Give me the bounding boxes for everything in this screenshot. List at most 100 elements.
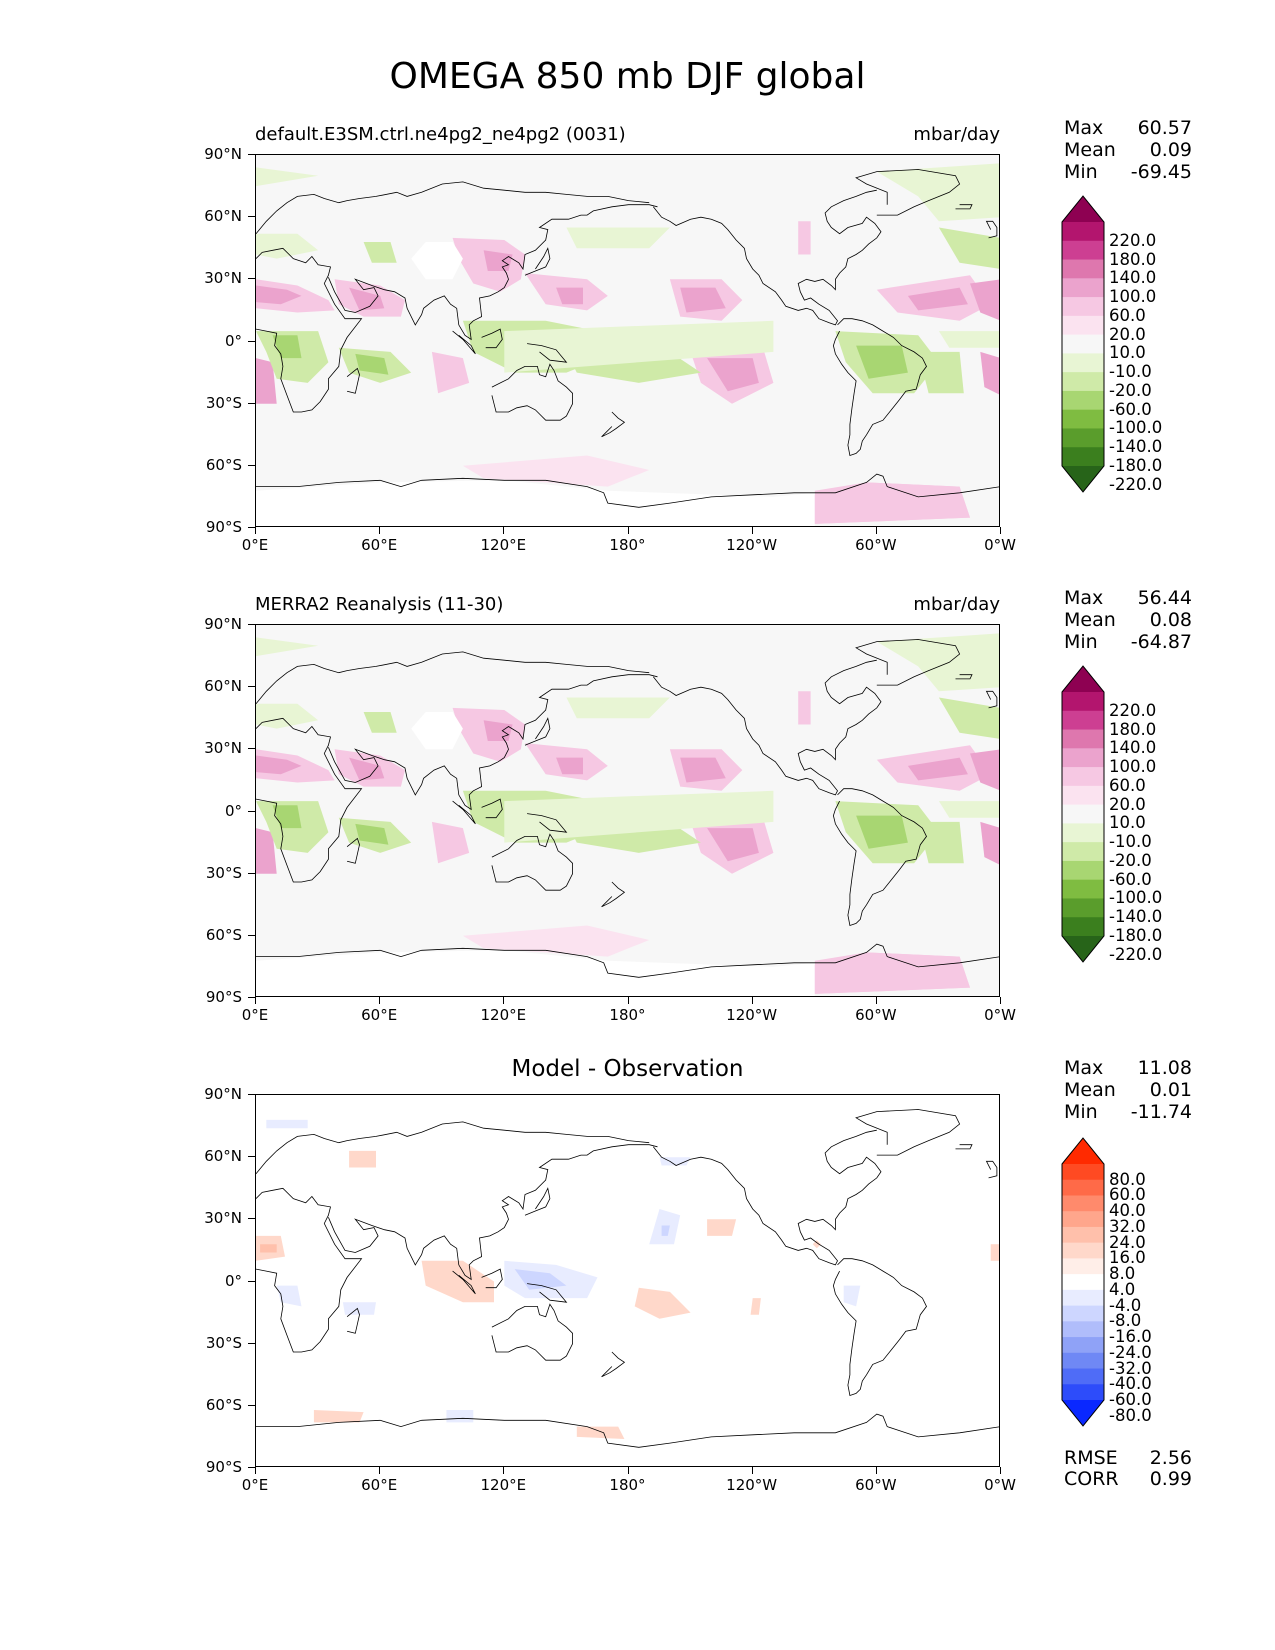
panel-title: default.E3SM.ctrl.ne4pg2_ne4pg2 (0031) (255, 124, 626, 145)
colorbar-segment (1062, 297, 1104, 317)
map-svg (256, 155, 999, 526)
coast-uk (985, 220, 998, 239)
colorbar-segment (1062, 1211, 1104, 1228)
contour-atlantic-n-core (907, 757, 968, 781)
coast-antarctica (256, 943, 999, 978)
contour-south-america-core (856, 345, 908, 379)
colorbar-outline (1061, 195, 1105, 493)
map-plot (255, 154, 1000, 527)
panel-diff: Model - Observation Max 11.08 Mean 0.01 … (0, 1056, 1275, 1574)
x-tick-label: 0°W (984, 1476, 1016, 1494)
y-tick-label: 90°S (205, 1458, 242, 1476)
x-tick-mark (503, 997, 505, 1004)
colorbar-tick-label: -180.0 (1109, 456, 1163, 475)
colorbar-segment (1062, 222, 1104, 242)
colorbar-tick-label: 10.0 (1109, 813, 1146, 833)
map-background (256, 1095, 999, 1466)
colorbar-tick-label: 4.0 (1109, 1279, 1136, 1299)
stat-mean-label: Mean (1064, 1079, 1116, 1101)
colorbar-extend-min (1062, 1400, 1104, 1426)
panel-title: Model - Observation (511, 1056, 744, 1082)
colorbar-tick-label: -100.0 (1109, 888, 1163, 908)
y-tick-label: 90°N (204, 145, 242, 163)
y-tick-mark (248, 872, 255, 874)
colorbar-tick-label: -24.0 (1109, 1342, 1152, 1362)
coast-antarctica (256, 473, 999, 508)
colorbar-tick-label: 40.0 (1109, 1201, 1146, 1221)
x-tick-label: 180° (609, 1006, 646, 1024)
x-tick-mark (627, 997, 629, 1004)
colorbar-segment (1062, 353, 1104, 373)
contour-greenland-green (876, 633, 999, 692)
x-tick-mark (379, 527, 381, 534)
colorbar-segment (1062, 917, 1104, 937)
contour-diff-antarctic-red (576, 1426, 625, 1439)
colorbar-tick-label: -140.0 (1109, 437, 1163, 457)
colorbar-segment (1062, 729, 1104, 749)
x-tick-mark (255, 527, 256, 534)
y-tick-mark (248, 1156, 255, 1158)
contour-arctic-green (256, 637, 319, 657)
y-tick-label: 60°N (204, 677, 242, 696)
y-tick-mark (248, 934, 255, 936)
stat-min-label: Min (1064, 1101, 1098, 1123)
map-svg (256, 625, 999, 996)
stat-max-value: 11.08 (1137, 1057, 1192, 1079)
colorbar-tick-label: -60.0 (1109, 869, 1152, 889)
contour-itcz-pacific (504, 790, 774, 843)
colorbar-svg (1061, 195, 1105, 493)
colorbar-tick-label: 60.0 (1109, 305, 1146, 325)
y-tick-label: 30°N (204, 739, 242, 758)
y-tick-label: 60°S (205, 925, 242, 944)
contour-africa-s-w (256, 358, 277, 404)
colorbar-segment (1062, 1195, 1104, 1212)
contour-southern-ocean (462, 455, 650, 487)
x-tick-label: 60°W (855, 1476, 897, 1494)
x-tick-mark (627, 1467, 629, 1474)
colorbar-tick-label: 60.0 (1109, 1185, 1146, 1205)
coast-borneo (481, 328, 503, 349)
colorbar-tick-label: 180.0 (1109, 719, 1157, 739)
y-tick-label: 0° (224, 801, 242, 820)
contour-diff-atlantic-red (990, 1244, 999, 1261)
y-tick-label: 0° (224, 1271, 242, 1290)
stat-min-value: -64.87 (1130, 631, 1192, 653)
contour-diff-pacific-s-red (634, 1287, 691, 1319)
contour-north-africa-core (256, 755, 302, 775)
colorbar-tick-label: -10.0 (1109, 832, 1152, 852)
y-tick-mark (248, 154, 255, 155)
map-svg (256, 1095, 999, 1466)
colorbar-segment (1062, 748, 1104, 768)
colorbar-segment (1062, 1179, 1104, 1196)
colorbar-tick-label: 180.0 (1109, 249, 1157, 269)
x-tick-mark (503, 1467, 505, 1474)
y-tick-mark (248, 1218, 255, 1220)
masked-antarctica (256, 480, 815, 526)
contour-sa-atlantic-green (918, 351, 964, 394)
panel-title: MERRA2 Reanalysis (11-30) (255, 594, 504, 615)
colorbar-tick-label: -4.0 (1109, 1295, 1142, 1315)
x-tick-mark (875, 1467, 877, 1474)
stat-max-label: Max (1064, 1057, 1104, 1079)
stat-min-value: -11.74 (1130, 1101, 1192, 1123)
coast-antarctica (256, 1413, 999, 1448)
colorbar-segment (1062, 1368, 1104, 1385)
colorbar-tick-label: 100.0 (1109, 287, 1157, 307)
contour-central-pacific-core (680, 287, 726, 313)
coast-indonesia (452, 330, 476, 355)
colorbar-segment (1062, 447, 1104, 467)
x-tick-label: 0°E (241, 1476, 269, 1494)
contour-north-atlantic-east (798, 221, 811, 255)
y-tick-label: 60°S (205, 1395, 242, 1414)
x-tick-mark (255, 997, 256, 1004)
colorbar-tick-label: -60.0 (1109, 1390, 1152, 1409)
panel-model: default.E3SM.ctrl.ne4pg2_ne4pg2 (0031) m… (0, 117, 1275, 634)
stat-mean-value: 0.01 (1149, 1079, 1192, 1101)
map-plot (255, 1094, 1000, 1467)
colorbar-tick-label: 20.0 (1109, 794, 1146, 814)
contour-diff-africa-red-core (260, 1244, 277, 1253)
contour-atlantic-w (970, 279, 999, 320)
contour-atlantic-w (970, 749, 999, 790)
y-tick-label: 90°S (205, 518, 242, 536)
colorbar-segment (1062, 842, 1104, 862)
